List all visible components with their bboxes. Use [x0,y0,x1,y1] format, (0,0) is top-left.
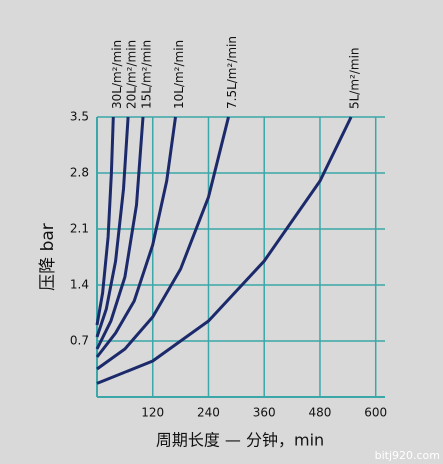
legend-label: 30L/m²/min [110,40,124,109]
series-line [95,116,115,326]
legend-label: 10L/m²/min [172,40,186,109]
y-tick-label: 2.1 [70,222,89,236]
series-line [96,116,353,385]
legend-label: 5L/m²/min [348,47,362,109]
legend-label: 7.5L/m²/min [225,36,239,109]
legend-label: 20L/m²/min [125,40,139,109]
x-tick-label: 120 [141,406,164,420]
x-tick-label: 360 [253,406,276,420]
y-tick-label: 1.4 [70,278,89,292]
x-tick-label: 480 [309,406,332,420]
y-tick-label: 2.8 [70,166,89,180]
y-axis-label: 压降 bar [38,223,58,291]
y-tick-label: 0.7 [70,334,89,348]
series-line [95,116,145,350]
watermark: bitj920.com [375,449,440,462]
x-tick-label: 240 [197,406,220,420]
x-tick-label: 600 [364,406,387,420]
legend-label: 15L/m²/min [139,40,153,109]
x-axis-label: 周期长度 — 分钟，min [156,431,324,450]
y-tick-label: 3.5 [70,110,89,124]
series-line [95,116,130,338]
series-line [95,116,177,358]
series-line [96,116,230,371]
